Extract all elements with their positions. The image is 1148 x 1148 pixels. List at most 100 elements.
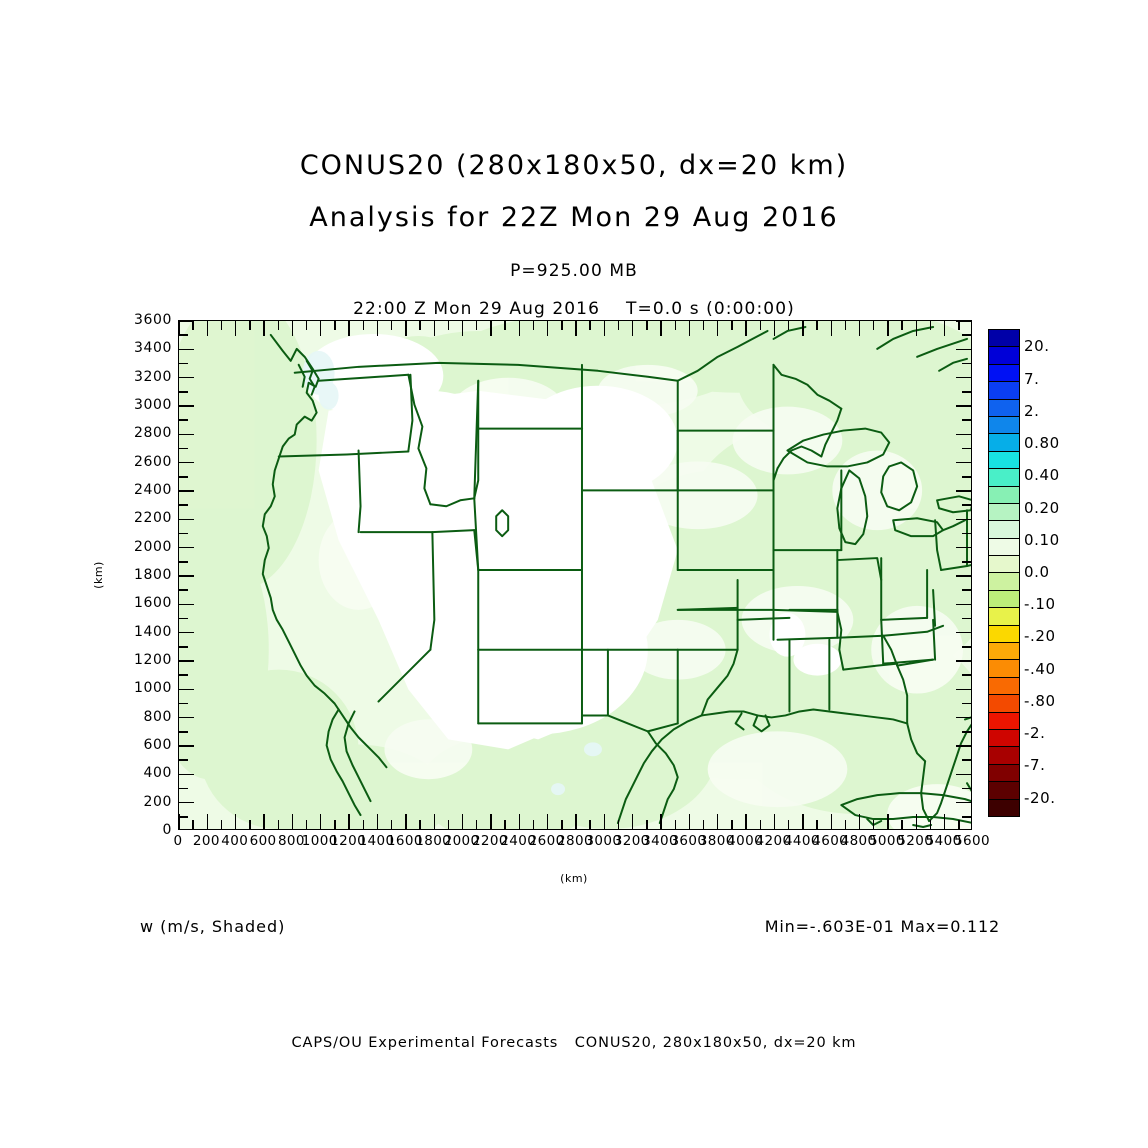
y-tick [956,518,971,521]
x-tick-label: 5200 [897,833,934,849]
colorbar-band-15 [989,590,1019,609]
x-tick [745,814,747,829]
colorbar-label: 0.20 [1024,498,1060,517]
x-tick-label: 2400 [500,833,537,849]
y-tick [179,716,194,719]
y-tick [962,759,971,761]
x-tick [646,820,648,829]
colorbar-band-16 [989,608,1019,626]
valid-time-label: 22:00 Z Mon 29 Aug 2016 T=0.0 s (0:00:00… [353,299,795,319]
x-axis-title: (km) [560,872,588,885]
x-tick [447,321,450,330]
x-tick-label: 1600 [386,833,423,849]
x-tick [192,321,194,330]
y-tick-label: 600 [143,737,172,753]
y-tick [179,731,188,733]
colorbar-label: -.20 [1024,627,1056,646]
minmax-label: Min=-.603E-01 Max=0.112 [764,917,1000,936]
y-tick [956,575,971,577]
y-tick [179,476,188,478]
y-tick [956,660,971,662]
x-tick [717,321,719,336]
y-tick [956,405,971,407]
x-tick-label: 200 [192,833,220,849]
colorbar-band-5 [989,416,1019,435]
y-tick [962,561,971,563]
x-tick-label: 800 [277,833,305,849]
x-tick [291,814,294,829]
x-tick [787,820,790,829]
x-tick [858,321,861,336]
y-tick [962,589,971,591]
x-tick [674,820,676,829]
x-tick [915,321,917,336]
y-tick [956,716,971,719]
y-tick-label: 2000 [133,538,172,555]
field-label: w (m/s, Shaded) [140,917,286,936]
x-tick [688,321,691,336]
y-tick [962,674,971,676]
colorbar-label: -.40 [1024,659,1056,678]
colorbar-band-9 [989,486,1019,504]
colorbar-band-13 [989,556,1019,574]
y-tick [179,688,194,691]
x-tick [362,321,364,330]
x-tick [433,321,435,336]
colorbar-band-0 [989,330,1019,348]
y-tick [179,391,188,393]
y-tick [956,688,971,691]
y-tick [962,362,971,365]
colorbar-band-26 [989,782,1019,800]
x-tick [844,321,847,330]
x-tick [802,814,804,829]
y-tick-label: 0 [162,822,172,838]
y-tick-label: 1000 [133,680,172,697]
x-tick-label: 2000 [443,833,480,849]
x-tick-label: 400 [221,833,249,849]
x-tick [745,321,747,336]
x-tick [958,321,960,330]
x-tick [419,820,421,829]
y-tick [179,801,194,804]
y-tick-label: 3400 [133,340,172,357]
x-tick [830,814,832,829]
y-tick-label: 2800 [133,425,172,442]
map-plot-area [178,320,972,830]
colorbar-label: -20. [1024,788,1056,807]
y-tick [962,617,971,620]
y-tick [179,419,188,421]
y-tick [179,376,194,379]
colorbar-band-2 [989,364,1019,383]
x-tick [575,814,577,829]
y-tick [179,674,188,676]
y-tick [962,504,971,506]
x-tick-label: 3800 [698,833,735,849]
x-tick [632,321,634,336]
x-tick [206,321,209,336]
y-tick [179,490,194,492]
x-tick [561,820,563,829]
x-tick [929,820,932,829]
y-tick [179,447,188,450]
y-tick [962,731,971,733]
x-tick [901,820,903,829]
x-tick [915,814,917,829]
x-tick [660,814,662,829]
x-tick [759,321,761,330]
colorbar-band-18 [989,643,1019,661]
x-tick [390,820,393,829]
x-tick [532,820,535,829]
colorbar-band-23 [989,729,1019,748]
colorbar-label: 20. [1024,337,1050,356]
x-tick [376,814,379,829]
x-tick [873,321,875,330]
y-tick [179,546,194,549]
colorbar-label: -7. [1024,756,1046,775]
x-tick [277,321,279,330]
y-tick [956,801,971,804]
y-tick [962,419,971,421]
y-tick [179,461,194,464]
x-tick [575,321,577,336]
x-tick [660,321,662,336]
colorbar-label: -2. [1024,724,1046,743]
